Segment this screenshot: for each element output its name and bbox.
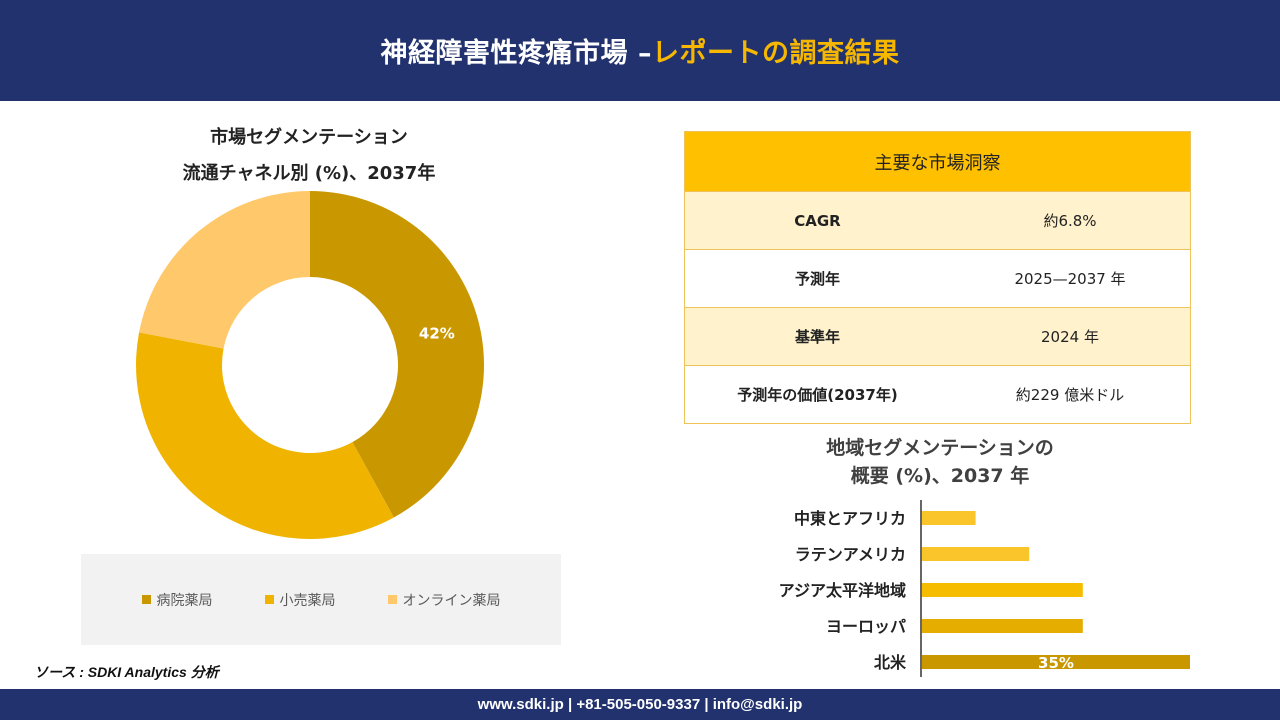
insight-value: 約229 億米ドル [1015,386,1125,404]
insight-value: 2025—2037 年 [1014,270,1126,288]
contact-info: www.sdki.jp | +81-505-050-9337 | info@sd… [477,696,803,713]
source-note: ソース : SDKI Analytics 分析 [34,664,219,680]
page-title: 神経障害性疼痛市場 –レポートの調査結果 [381,31,900,70]
insight-label: 予測年 [794,270,840,288]
page-title-main: 神経障害性疼痛市場 – [380,38,652,69]
bar-2 [922,547,1030,561]
bar-category-label: ヨーロッパ [826,617,906,636]
bar-5 [922,655,1190,669]
bar-category-label: アジア太平洋地域 [779,581,906,600]
insight-row-cagr: CAGR 約6.8% [685,191,1190,249]
legend-swatch [141,595,151,604]
bar-category-label: 北米 [874,653,907,672]
donut-title-line2: 流通チャネル別 (%)、2037年 [182,163,436,184]
donut-slice-2 [136,332,394,539]
donut-slice-3 [139,191,310,349]
legend-label: 小売薬局 [279,592,336,609]
legend-swatch [387,595,397,604]
bar-1 [922,511,976,525]
legend-item: オンライン薬局 [387,590,501,610]
bar-category-label: 中東とアフリカ [794,509,906,528]
legend-item: 病院薬局 [141,590,213,610]
legend-item: 小売薬局 [264,590,336,610]
donut-slice-1 [310,191,485,518]
donut-title-line1: 市場セグメンテーション [210,127,408,148]
insight-label: 基準年 [794,328,840,346]
header-banner: 神経障害性疼痛市場 –レポートの調査結果 [0,0,1280,101]
page-title-accent: レポートの調査結果 [651,38,900,69]
insight-value: 約6.8% [1043,212,1097,230]
insight-value: 2024 年 [1041,328,1099,346]
footer-banner: www.sdki.jp | +81-505-050-9337 | info@sd… [0,689,1280,720]
legend-swatch [264,595,274,604]
bar-4 [922,619,1083,633]
insight-label: CAGR [794,211,841,230]
insight-row-forecast-value: 予測年の価値(2037年) 約229 億米ドル [685,365,1190,423]
donut-legend: 病院薬局 小売薬局 オンライン薬局 [81,554,561,645]
donut-value-label: 42% [419,324,455,342]
legend-label: オンライン薬局 [402,592,501,609]
bar-title-line2: 概要 (%)、2037 年 [850,465,1030,487]
bar-title-line1: 地域セグメンテーションの [826,437,1054,459]
legend-label: 病院薬局 [156,592,213,609]
insight-row-base-year: 基準年 2024 年 [685,307,1190,365]
donut-chart: 42% [136,191,485,539]
bar-category-label: ラテンアメリカ [795,545,906,564]
key-insights-table: 主要な市場洞察 CAGR 約6.8% 予測年 2025—2037 年 基準年 2… [684,131,1191,424]
bar-3 [922,583,1083,597]
key-insights-title: 主要な市場洞察 [685,132,1190,191]
insight-row-forecast-years: 予測年 2025—2037 年 [685,249,1190,307]
insight-label: 予測年の価値(2037年) [737,386,898,404]
bar-value-label: 35% [1038,654,1074,672]
